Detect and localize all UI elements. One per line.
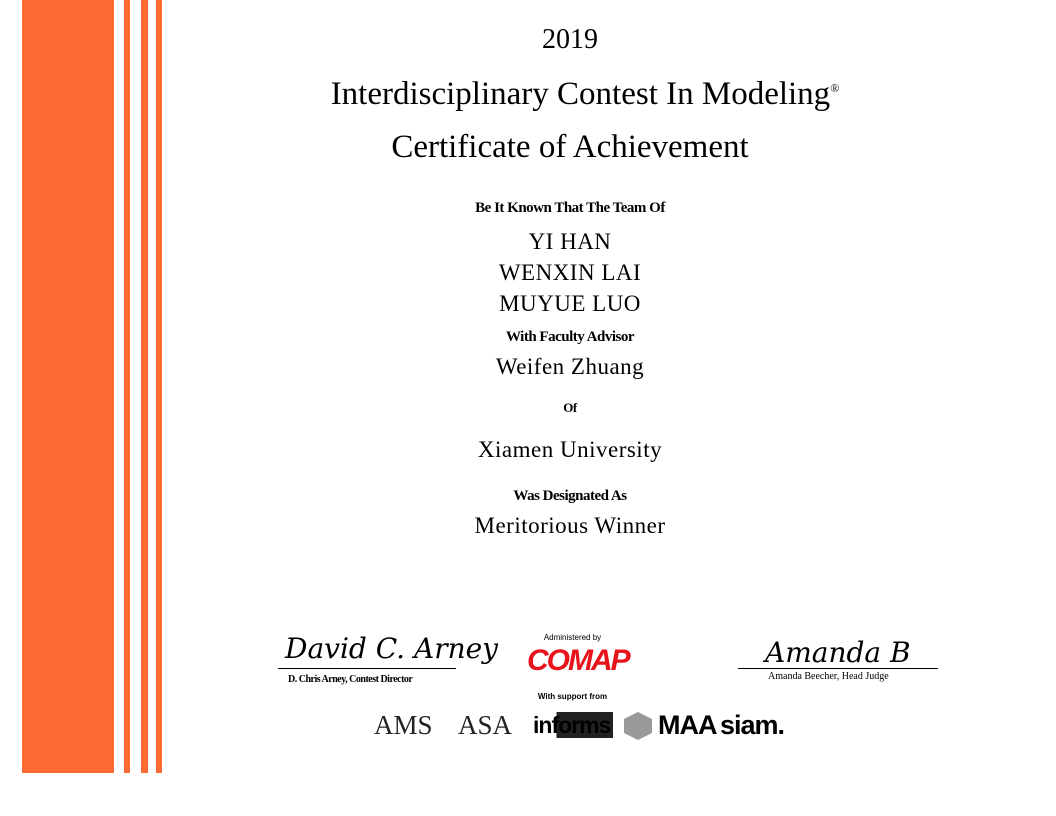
siam-logo: siam.: [720, 710, 785, 740]
support-label: With support from: [537, 692, 608, 701]
institution: Xiamen University: [477, 437, 663, 462]
informs-logo: informs: [530, 712, 614, 739]
signature-line: [278, 668, 456, 669]
judge-caption: Amanda Beecher, Head Judge: [768, 671, 889, 682]
team-member: MUYUE LUO: [499, 291, 641, 316]
director-signature: David C. Arney: [285, 632, 498, 665]
team-member: YI HAN: [528, 229, 612, 254]
of-label: Of: [563, 400, 577, 415]
decorative-orange-band: [22, 0, 114, 773]
decorative-stripe: [156, 0, 162, 773]
informs-logo-text: informs: [530, 712, 614, 738]
decorative-stripe: [141, 0, 148, 773]
contest-title-text: Interdisciplinary Contest In Modeling: [330, 76, 831, 112]
asa-logo: ASA: [458, 710, 513, 740]
comap-logo: COMAP: [527, 644, 631, 677]
administered-label: Administered by: [543, 633, 602, 642]
advisor-name: Weifen Zhuang: [495, 354, 645, 379]
year: 2019: [542, 24, 598, 55]
maa-icosahedron-icon: [624, 712, 652, 740]
team-member: WENXIN LAI: [498, 260, 642, 285]
maa-logo: MAA: [658, 710, 717, 740]
certificate-subtitle: Certificate of Achievement: [391, 129, 749, 165]
judge-signature: Amanda B: [765, 636, 911, 669]
designation: Meritorious Winner: [474, 513, 666, 538]
intro-text: Be It Known That The Team Of: [475, 200, 665, 216]
signature-line: [738, 668, 938, 669]
contest-title: Interdisciplinary Contest In Modeling®: [285, 76, 885, 113]
designation-label: Was Designated As: [513, 488, 627, 504]
decorative-stripe: [124, 0, 130, 773]
advisor-label: With Faculty Advisor: [505, 329, 635, 345]
registered-mark: ®: [830, 81, 840, 95]
director-caption: D. Chris Arney, Contest Director: [288, 674, 413, 685]
ams-logo: AMS: [374, 710, 433, 740]
